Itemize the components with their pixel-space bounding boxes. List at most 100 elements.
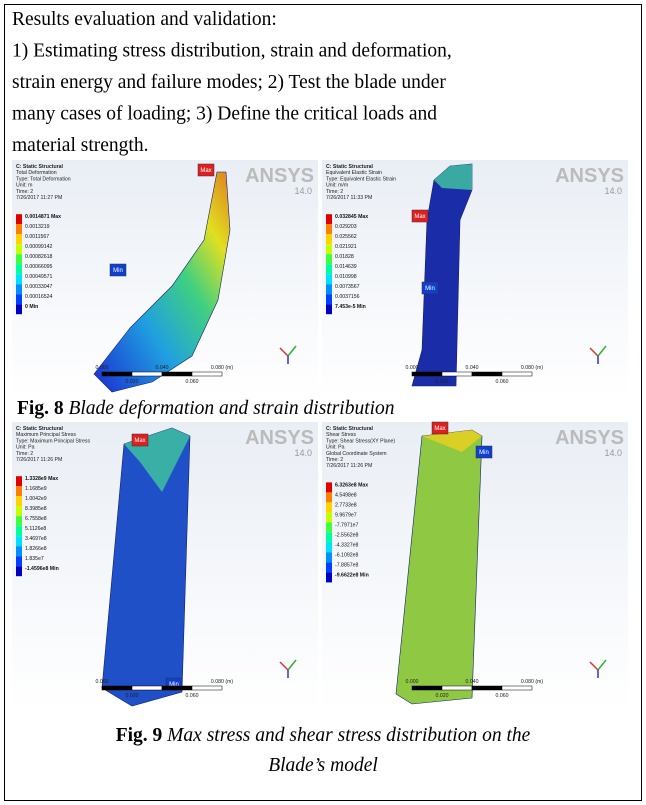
panel-header: Type: Equivalent Elastic Strain [326, 176, 396, 182]
scale-label: 0.040 [466, 679, 479, 685]
paragraph-line: strain energy and failure modes; 2) Test… [12, 72, 446, 93]
panel-header: Global Coordinate System [326, 451, 387, 457]
paragraph-line: 1) Estimating stress distribution, strai… [12, 41, 452, 62]
scale-bar [441, 685, 473, 691]
panel-header: Time: 2 [16, 451, 33, 457]
caption-text: Blade’s model [268, 755, 378, 776]
legend-swatch [16, 214, 22, 225]
scale-label: 0.000 [406, 365, 419, 371]
panel-header: Shear Stress [326, 432, 356, 438]
legend-swatch [16, 556, 22, 567]
version: 14.0 [604, 186, 622, 196]
scale-label: 0.040 [466, 365, 479, 371]
legend-value: 3.4697e8 [25, 536, 47, 542]
panel-header: 7/26/2017 11:33 PM [326, 195, 372, 201]
panel-header: Unit: m [16, 183, 32, 189]
legend-value: 0.00033047 [25, 284, 53, 290]
legend-swatch [326, 244, 332, 255]
scale-bar [501, 371, 533, 377]
max-marker [431, 421, 449, 435]
marker-label: Max [200, 168, 211, 174]
paragraph-line: Results evaluation and validation: [12, 9, 277, 30]
legend-value: 0.0013219 [25, 224, 50, 230]
scale-label: 0.020 [126, 379, 139, 385]
legend-swatch [16, 496, 22, 507]
legend-value: -7.7971e7 [335, 522, 358, 528]
version: 14.0 [294, 448, 312, 458]
scale-label: 0.060 [186, 693, 199, 699]
scale-label: 0.080 (m) [521, 365, 543, 371]
legend-value: -7.8857e8 [335, 562, 358, 568]
legend-swatch [16, 304, 22, 315]
panel-header: C: Static Structural [326, 426, 374, 432]
axis-triad [287, 345, 297, 357]
scale-label: 0.040 [156, 365, 169, 371]
legend-value: 0.0037156 [335, 294, 360, 300]
legend-swatch [326, 294, 332, 305]
legend-swatch [16, 284, 22, 295]
scale-label: 0.000 [406, 679, 419, 685]
scale-bar [101, 685, 133, 691]
blade [93, 171, 231, 393]
legend-value: 7.453e-5 Min [335, 304, 366, 310]
caption-label: Fig. 8 [17, 398, 64, 419]
legend-value: 0.0014871 Max [25, 214, 61, 220]
scale-label: 0.080 (m) [211, 679, 233, 685]
scale-bar [411, 371, 443, 377]
marker-label: Min [425, 286, 435, 292]
axis-triad [589, 347, 599, 357]
legend-swatch [16, 536, 22, 547]
legend-value: 0.01828 [335, 254, 354, 260]
caption-label: Fig. 9 [116, 725, 163, 746]
caption-text: Max stress and shear stress distribution… [166, 725, 530, 746]
panel-header: C: Static Structural [326, 164, 374, 170]
legend-value: 8.3985e8 [25, 506, 47, 512]
legend-swatch [16, 274, 22, 285]
panel-header: 7/26/2017 11:26 PM [16, 457, 62, 463]
panel-header: Type: Shear Stress(XY Plane) [326, 438, 395, 444]
logo: ANSYS [555, 427, 624, 449]
legend-swatch [16, 506, 22, 517]
legend-value: 0.010998 [335, 274, 357, 280]
legend-swatch [326, 274, 332, 285]
legend-swatch [326, 562, 332, 573]
max-marker [197, 163, 215, 177]
frame [4, 4, 642, 801]
axis-triad [279, 347, 289, 357]
panel-header: 7/26/2017 11:26 PM [326, 463, 372, 469]
legend-value: 9.9679e7 [335, 512, 357, 518]
legend-value: 0 Min [25, 304, 38, 310]
legend-value: 1.8266e8 [25, 546, 47, 552]
legend-value: 4.5498e8 [335, 492, 357, 498]
panel-header: Time: 2 [326, 457, 343, 463]
legend-value: 0.0073567 [335, 284, 360, 290]
scale-bar [411, 685, 443, 691]
legend-swatch [326, 492, 332, 503]
panel-header: Maximum Principal Stress [16, 432, 76, 438]
legend-swatch [326, 542, 332, 553]
legend-swatch [326, 284, 332, 295]
panel-header: C: Static Structural [16, 164, 64, 170]
scale-bar [501, 685, 533, 691]
scale-bar [161, 685, 193, 691]
scale-bar [471, 685, 503, 691]
legend-swatch [326, 264, 332, 275]
panel-header: Type: Total Deformation [16, 176, 71, 182]
legend-swatch [16, 566, 22, 577]
legend-value: -9.6622e8 Min [335, 572, 369, 578]
scale-bar [131, 685, 163, 691]
legend-value: 0.0011567 [25, 234, 49, 240]
scale-label: 0.020 [436, 693, 449, 699]
marker-label: Max [414, 214, 425, 220]
legend-swatch [16, 546, 22, 557]
scale-bar [191, 685, 223, 691]
panel-header: Unit: Pa [326, 445, 345, 451]
scale-bar [131, 371, 163, 377]
legend-value: 1.835e7 [25, 556, 44, 562]
marker-label: Max [134, 438, 145, 444]
scale-label: 0.060 [186, 379, 199, 385]
